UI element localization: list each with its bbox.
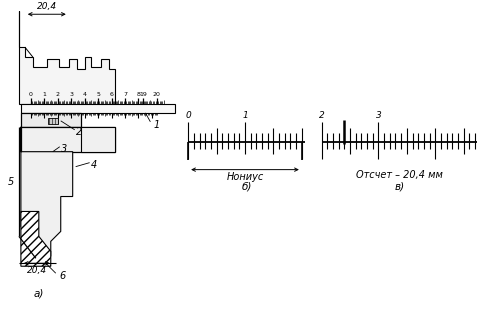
Bar <box>21 113 81 127</box>
Text: 1: 1 <box>153 120 160 130</box>
Bar <box>81 127 115 152</box>
Text: 2: 2 <box>56 92 60 97</box>
Text: 20,4: 20,4 <box>37 2 57 11</box>
Text: а): а) <box>34 288 44 298</box>
Bar <box>21 127 115 152</box>
Polygon shape <box>19 11 115 104</box>
Text: 6: 6 <box>60 271 66 281</box>
Text: Нониус: Нониус <box>226 171 264 182</box>
Bar <box>48 118 58 124</box>
Text: 2: 2 <box>319 111 325 120</box>
Text: Отсчет – 20,4 мм: Отсчет – 20,4 мм <box>356 170 443 180</box>
Polygon shape <box>21 212 51 266</box>
Text: 5: 5 <box>96 92 100 97</box>
Text: в): в) <box>394 182 405 192</box>
Text: 3: 3 <box>69 92 73 97</box>
Text: 6: 6 <box>110 92 114 97</box>
Polygon shape <box>21 127 73 256</box>
Text: 4: 4 <box>91 160 97 170</box>
Text: 3: 3 <box>61 144 67 154</box>
Text: 19: 19 <box>140 92 147 97</box>
Text: 0: 0 <box>29 92 33 97</box>
Text: б): б) <box>241 182 252 192</box>
Text: 1: 1 <box>242 111 248 120</box>
Text: 20,4: 20,4 <box>27 266 47 275</box>
Text: 0: 0 <box>185 111 191 120</box>
Text: 20: 20 <box>153 92 161 97</box>
Text: 4: 4 <box>82 92 87 97</box>
Bar <box>21 104 175 113</box>
Text: 2: 2 <box>76 127 82 137</box>
Text: 1: 1 <box>42 92 46 97</box>
Text: 8: 8 <box>137 92 141 97</box>
Text: 5: 5 <box>8 177 14 186</box>
Text: 7: 7 <box>123 92 127 97</box>
Text: 3: 3 <box>376 111 381 120</box>
